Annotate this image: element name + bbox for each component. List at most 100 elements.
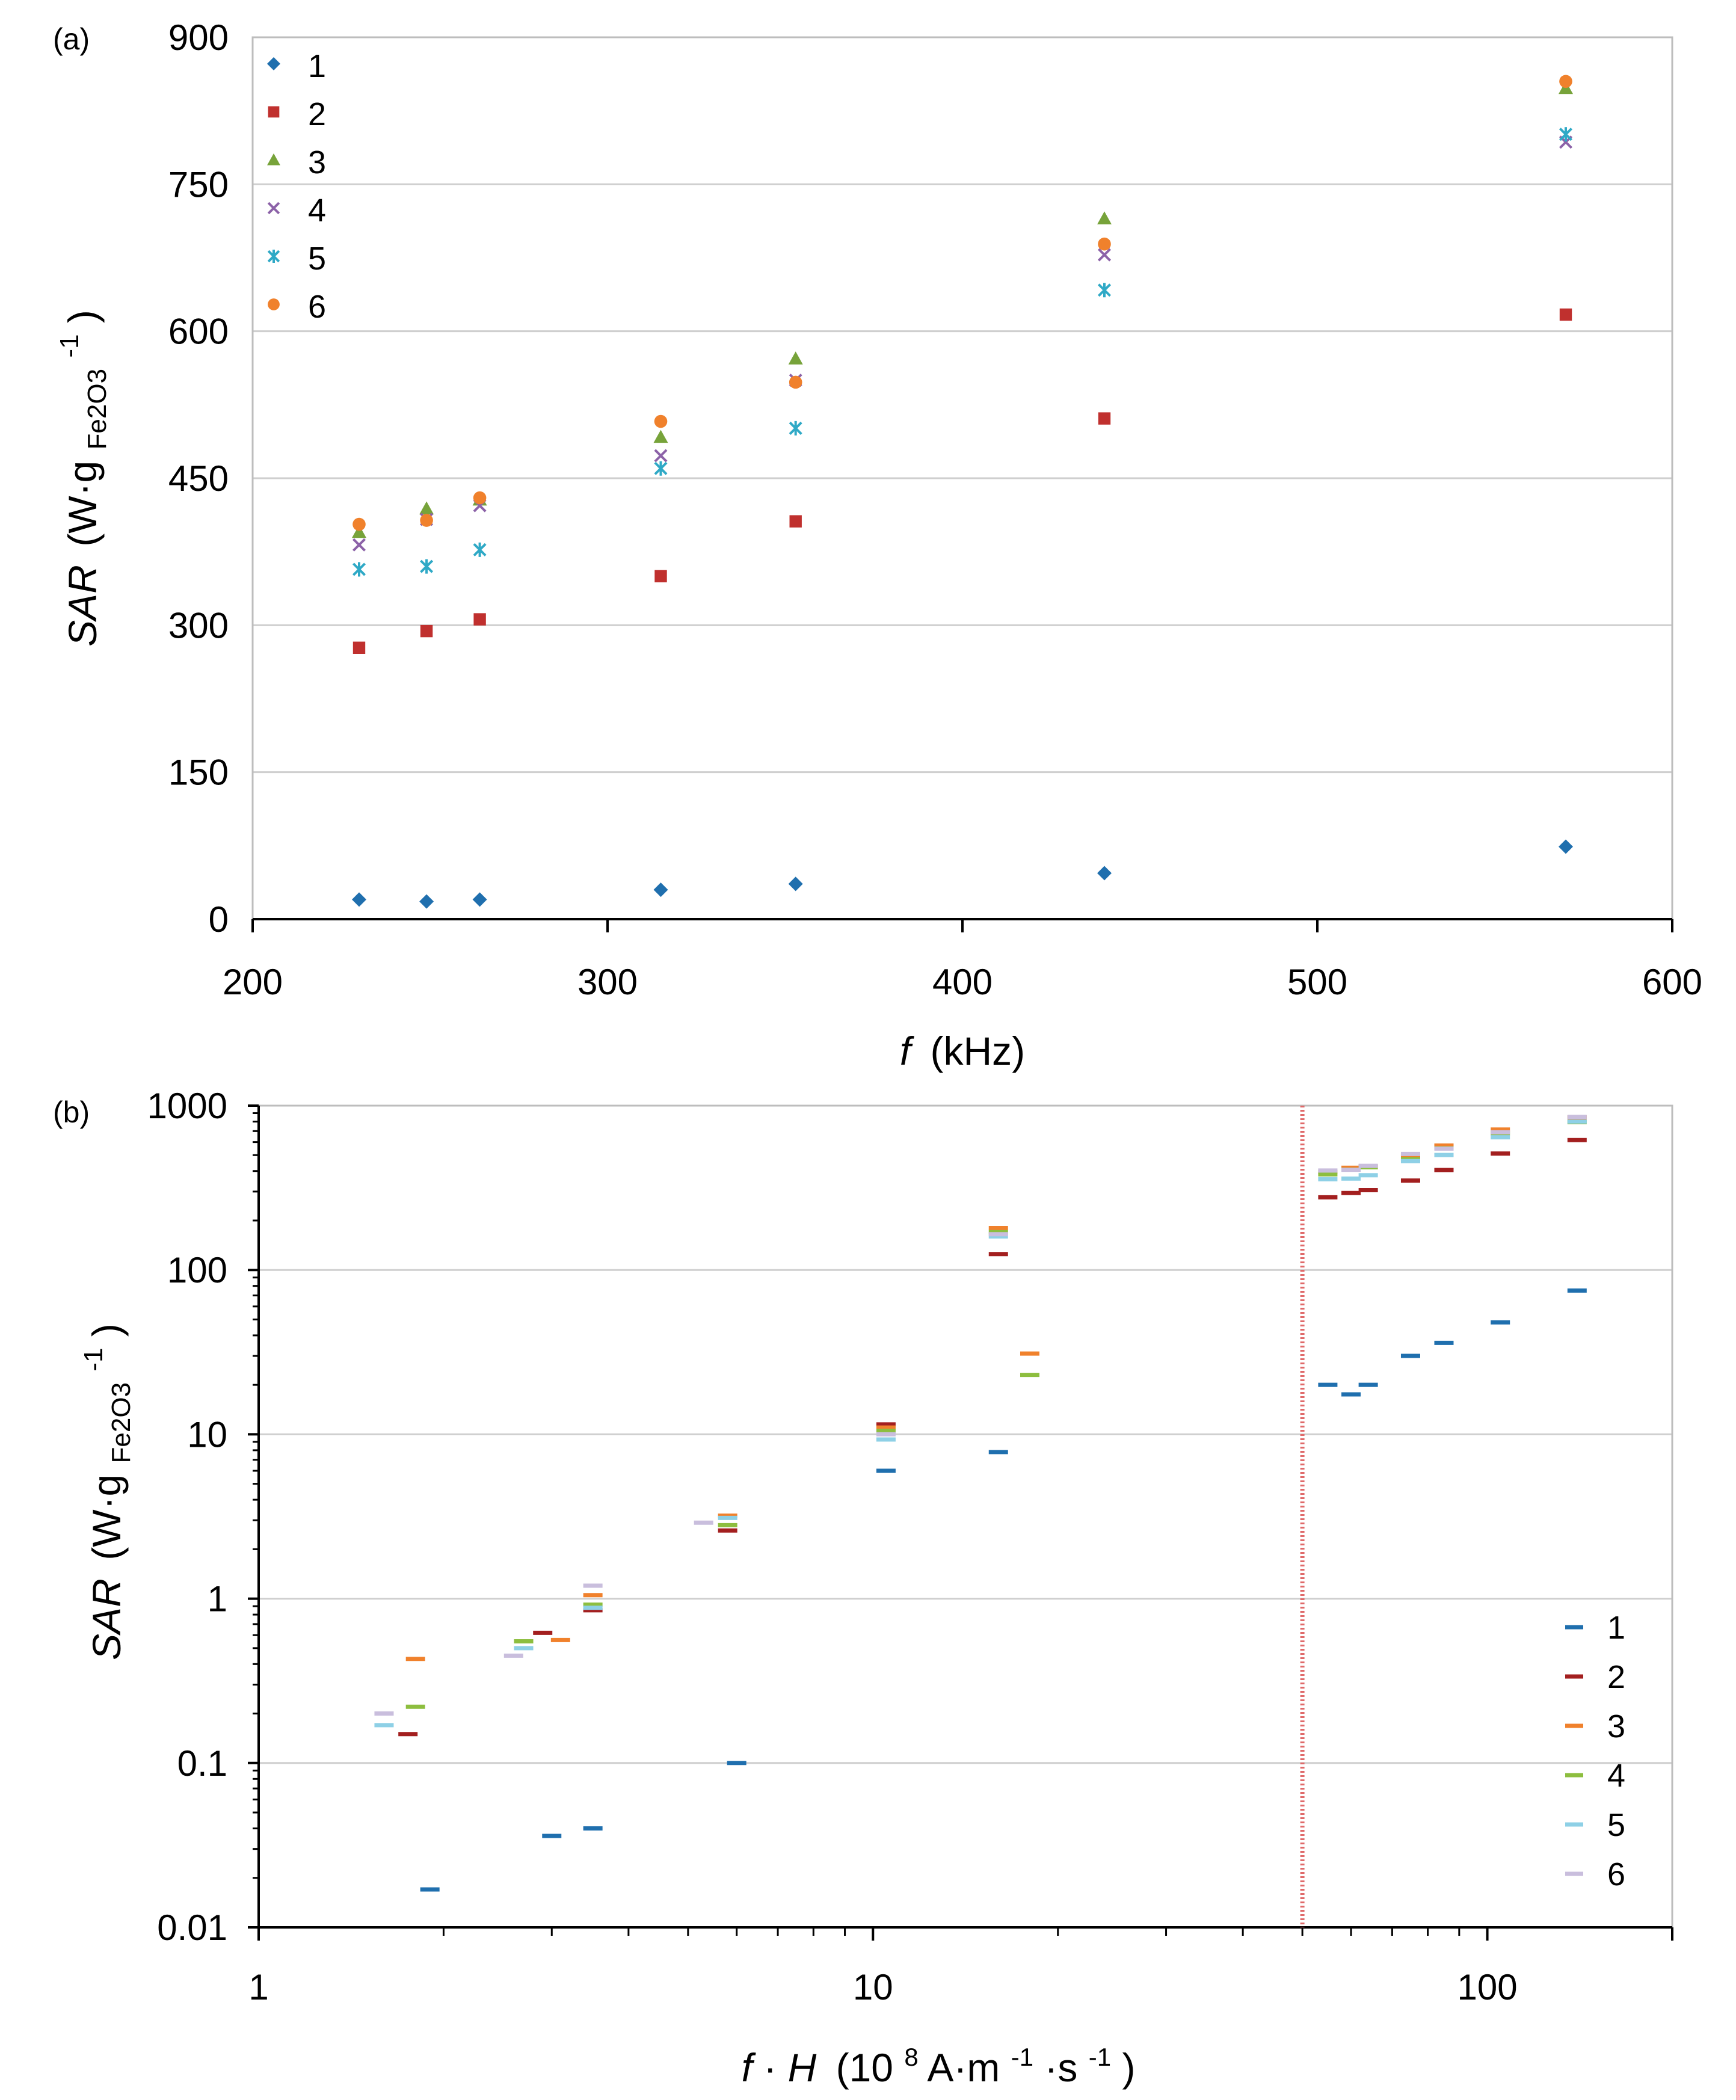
- point-s5-4: [789, 420, 802, 436]
- panel-b-legend: 1 2 3 4 5 6: [1565, 1610, 1625, 1892]
- legend-marker-1: [267, 57, 280, 70]
- y-tick-label-1000: 1000: [147, 1086, 227, 1126]
- legend-marker-3: [267, 153, 280, 165]
- point-s1-4: [788, 876, 803, 891]
- point-s2-0: [352, 641, 366, 654]
- point-s1-6: [1559, 839, 1573, 854]
- point-s1-4-shape: [788, 876, 803, 891]
- point-s2-4: [789, 515, 802, 528]
- y-tick-label-300: 300: [168, 605, 229, 645]
- x-tick-label-300: 300: [577, 962, 638, 1002]
- y-tick-label-900: 900: [168, 17, 229, 58]
- point-s2-1: [420, 624, 433, 638]
- point-s4-0-shape: [352, 538, 366, 552]
- point-s1-3-shape: [653, 882, 668, 898]
- legend-label-6: 6: [1607, 1856, 1625, 1892]
- point-s3-1-shape: [419, 501, 434, 515]
- point-s3-3-shape: [653, 430, 668, 443]
- point-s2-6-shape: [1559, 308, 1572, 321]
- panel-b-ylabel-open: (W·g: [84, 1474, 129, 1560]
- panel-b-xlabel-mid1: A·m: [927, 2045, 1000, 2090]
- panel-b-ylabel-sub: Fe2O3: [106, 1382, 136, 1464]
- legend-marker-2-shape: [268, 106, 280, 118]
- panel-a-ylabel-sar: SAR: [60, 565, 105, 647]
- point-s3-5-shape: [1097, 211, 1112, 224]
- point-s4-5-shape: [1097, 248, 1112, 262]
- point-s1-0: [352, 892, 366, 907]
- point-s6-5-shape: [1098, 237, 1111, 251]
- point-s3-4-shape: [788, 351, 803, 365]
- panel-a: (a) 200 300 400 500 600 0150300450600750900 …: [42, 17, 1702, 1073]
- legend-label-1: 1: [1607, 1610, 1625, 1646]
- point-s6-0-shape: [352, 517, 366, 531]
- legend-label-2: 2: [1607, 1659, 1625, 1695]
- y-tick-label-0: 0: [209, 899, 229, 940]
- legend-label-3: 3: [1607, 1708, 1625, 1744]
- point-s5-1-shape: [420, 559, 434, 574]
- point-s5-5-shape: [1097, 283, 1112, 298]
- point-s3-1: [419, 501, 434, 515]
- legend-marker-3-shape: [267, 153, 280, 165]
- y-tick-label-100: 100: [167, 1250, 227, 1290]
- x-tick-label-1: 1: [248, 1967, 268, 2007]
- panel-a-gridlines: [253, 36, 1672, 774]
- legend-marker-4-shape: [267, 202, 280, 215]
- point-s6-5: [1098, 237, 1111, 251]
- point-s5-1: [420, 559, 434, 574]
- point-s5-6: [1559, 127, 1573, 142]
- legend-marker-6: [268, 298, 280, 310]
- panel-a-y-ticks: 0 150 300 450 600 750 900: [168, 17, 229, 940]
- panel-b-xlabel-close: ): [1122, 2045, 1135, 2090]
- point-s4-0: [352, 538, 366, 552]
- x-tick-label-400: 400: [932, 962, 993, 1002]
- point-s2-6: [1559, 308, 1572, 321]
- point-s5-3: [654, 461, 668, 476]
- x-tick-label-100: 100: [1457, 1967, 1518, 2007]
- panel-a-ylabel-open: (W·g: [60, 461, 105, 547]
- point-s5-5: [1097, 283, 1112, 298]
- panel-b-ylabel-sup: -1: [79, 1347, 108, 1371]
- panel-b-x-axis-label: f · H (10 8 A·m -1 ·s -1 ): [742, 2030, 1136, 2090]
- panel-b-y-axis-label: SAR (W·g Fe2O3 -1 ): [66, 1323, 138, 1660]
- panel-a-data-points: [352, 75, 1573, 909]
- point-s5-0: [352, 562, 366, 577]
- panel-a-ylabel-sup: -1: [55, 334, 84, 357]
- legend-marker-5-shape: [267, 250, 280, 263]
- point-s2-5: [1098, 412, 1111, 425]
- panel-b-xlabel-sup2: -1: [1089, 2043, 1111, 2071]
- point-s6-3: [654, 414, 668, 428]
- legend-label-5: 5: [308, 241, 326, 277]
- point-s6-1-shape: [420, 514, 433, 527]
- y-tick-label-750: 750: [168, 164, 229, 205]
- point-s1-3: [653, 882, 668, 898]
- legend-label-4: 4: [308, 192, 326, 229]
- legend-label-4: 4: [1607, 1758, 1625, 1794]
- x-tick-label-600: 600: [1642, 962, 1702, 1002]
- point-s2-3-shape: [654, 570, 667, 583]
- point-s5-3-shape: [654, 461, 668, 476]
- point-s5-2-shape: [473, 542, 487, 557]
- x-tick-label-10: 10: [853, 1967, 893, 2007]
- point-s1-5-shape: [1097, 866, 1112, 881]
- point-s4-3: [654, 449, 668, 463]
- point-s2-2-shape: [473, 613, 486, 626]
- point-s2-1-shape: [420, 624, 433, 638]
- legend-marker-1-shape: [267, 57, 280, 70]
- point-s6-0: [352, 517, 366, 531]
- y-tick-label-10: 10: [187, 1414, 227, 1455]
- point-s1-2-shape: [472, 892, 487, 907]
- point-s6-4: [789, 375, 802, 389]
- y-tick-label-150: 150: [168, 753, 229, 793]
- legend-marker-5: [267, 250, 280, 263]
- point-s1-1: [419, 894, 434, 909]
- y-tick-label-0.01: 0.01: [157, 1908, 227, 1948]
- panel-b-y-ticks: 0.01 0.1 1 10 100 1000: [147, 1086, 259, 1948]
- panel-a-y-axis-label: SAR (W·g Fe2O3 -1 ): [42, 310, 114, 647]
- point-s2-0-shape: [352, 641, 366, 654]
- point-s2-3: [654, 570, 667, 583]
- panel-b-ylabel-close: ): [84, 1323, 129, 1337]
- panel-b-label: (b): [53, 1095, 90, 1129]
- point-s2-5-shape: [1098, 412, 1111, 425]
- point-s3-3: [653, 430, 668, 443]
